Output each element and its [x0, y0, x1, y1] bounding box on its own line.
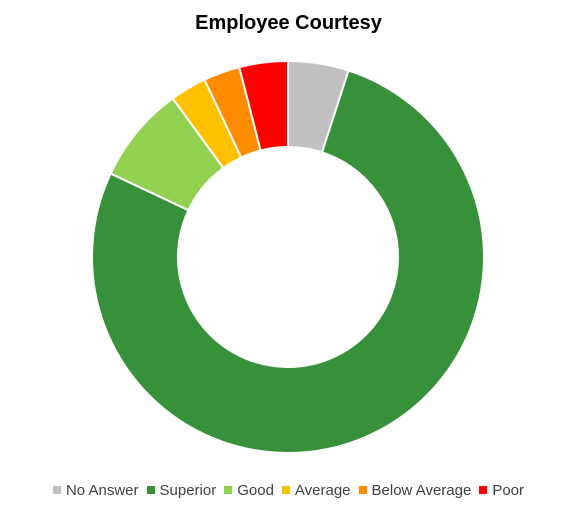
legend-label-superior: Superior — [159, 481, 217, 499]
legend-label-below-average: Below Average — [371, 481, 472, 499]
donut-slice-poor — [238, 59, 289, 152]
chart-title: Employee Courtesy — [195, 12, 382, 34]
legend-item-poor: Poor — [479, 482, 524, 499]
chart-legend: No Answer Superior Good Average Below Averag… — [0, 480, 577, 500]
legend-label-average: Average — [294, 481, 351, 499]
legend-swatch-poor — [479, 486, 488, 494]
legend-swatch-no-answer — [52, 486, 61, 494]
legend-item-good: Good — [224, 482, 274, 499]
legend-item-below-average: Below Average — [358, 481, 472, 499]
legend-item-no-answer: No Answer — [52, 481, 139, 499]
legend-swatch-average — [281, 486, 290, 494]
legend-label-no-answer: No Answer — [65, 481, 139, 499]
legend-item-average: Average — [281, 481, 351, 499]
legend-swatch-below-average — [358, 486, 367, 494]
legend-label-good: Good — [237, 481, 274, 499]
donut-slices — [91, 59, 485, 454]
donut-slice-superior — [91, 69, 485, 454]
donut-chart — [91, 59, 485, 454]
legend-swatch-superior — [146, 486, 155, 494]
legend-swatch-good — [224, 486, 233, 494]
legend-label-poor: Poor — [492, 481, 525, 499]
legend-item-superior: Superior — [146, 481, 217, 499]
